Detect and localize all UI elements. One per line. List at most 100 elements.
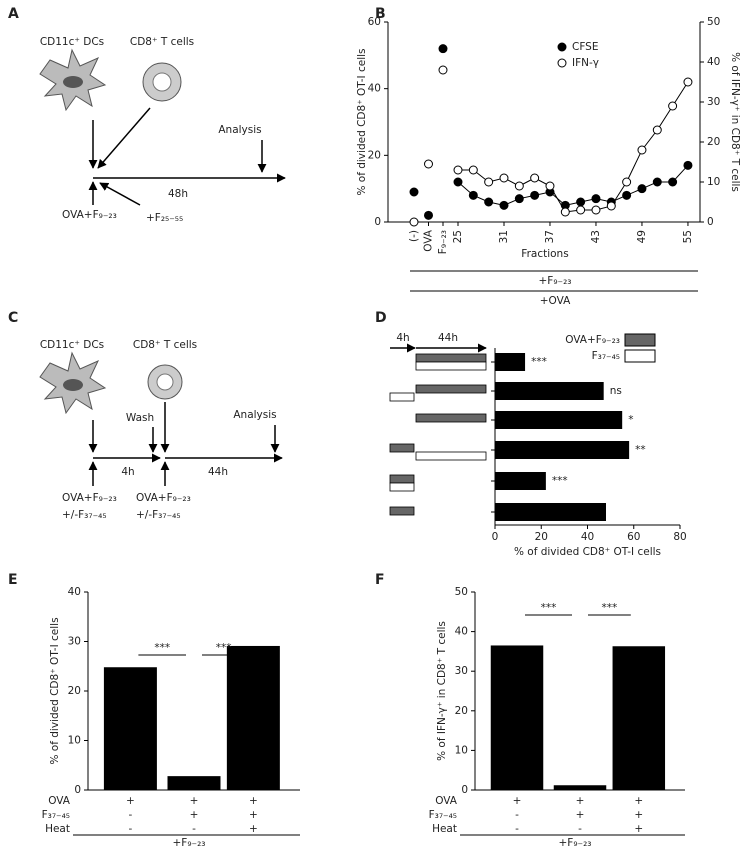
marker (668, 177, 678, 187)
time-label: 44h (438, 332, 458, 344)
marker (683, 77, 693, 87)
diagram-c: CD11c⁺ DCs CD8⁺ T cells Wash Analysis 4h… (39, 339, 283, 521)
label: OVA+F₉₋₂₃ (136, 492, 191, 504)
annotation: *** (531, 356, 547, 368)
bar (495, 503, 606, 521)
y-tick-label: 40 (455, 626, 468, 638)
dc-nucleus (63, 379, 83, 391)
tcell-nucleus (156, 373, 174, 391)
significance-label: *** (541, 602, 557, 614)
marker (545, 181, 555, 191)
significance-label: *** (602, 602, 618, 614)
marker (637, 145, 647, 155)
y-tick-label: 20 (68, 685, 81, 697)
annotation: ** (635, 444, 646, 456)
annotation: *** (552, 475, 568, 487)
y2-tick-label: 30 (707, 96, 720, 108)
x-tick-label: 0 (492, 531, 499, 543)
x-tick-label: OVA (423, 229, 435, 252)
y2-tick-label: 0 (707, 216, 714, 228)
legend-label: F₃₇₋₄₅ (592, 350, 620, 362)
condition-cell: - (515, 809, 519, 821)
annotation: * (628, 414, 633, 426)
marker (652, 125, 662, 135)
series-line (457, 164, 689, 206)
diagram-a: CD11c⁺ DCs CD8⁺ T cells Analysis 48h OVA… (39, 36, 286, 224)
legend-marker (557, 42, 567, 52)
marker (484, 197, 494, 207)
condition-cell: + (249, 795, 258, 807)
condition-label: F₃₇₋₄₅ (429, 809, 457, 821)
label: Wash (126, 412, 154, 424)
y2-tick-label: 10 (707, 176, 720, 188)
marker (453, 177, 463, 187)
y2-tick-label: 20 (707, 136, 720, 148)
bracket-label: +F₉₋₂₃ (538, 275, 571, 287)
marker (576, 205, 586, 215)
y-axis-label: % of divided CD8⁺ OT-I cells (49, 617, 61, 764)
condition-cell: + (634, 823, 643, 835)
series-line (458, 81, 689, 213)
marker (424, 159, 433, 169)
condition-cell: + (190, 809, 199, 821)
bar (226, 645, 280, 790)
x-tick-label: 55 (682, 230, 694, 243)
marker (530, 190, 540, 200)
marker (576, 197, 586, 207)
y-tick-label: 20 (455, 705, 468, 717)
label: 44h (208, 466, 228, 478)
condition-label: F₃₇₋₄₅ (42, 809, 70, 821)
bracket-label: +OVA (540, 295, 571, 307)
time-label: 4h (396, 332, 409, 344)
y-tick-label: 40 (368, 83, 381, 95)
marker (683, 160, 693, 170)
marker (499, 200, 509, 210)
y2-tick-label: 40 (707, 56, 720, 68)
marker (438, 44, 448, 54)
legend-marker (557, 58, 567, 68)
label: OVA+F₉₋₂₃ (62, 492, 117, 504)
legend-swatch (624, 333, 656, 347)
label: CD8⁺ T cells (130, 36, 194, 48)
legend-label: IFN-γ (572, 57, 599, 69)
marker (637, 184, 647, 194)
x-axis-label: % of divided CD8⁺ OT-I cells (514, 546, 661, 558)
y-tick-label: 60 (368, 16, 381, 28)
x-tick-label: 37 (544, 230, 556, 243)
panel-letter: E (8, 572, 18, 588)
label: CD11c⁺ DCs (40, 339, 104, 351)
condition-cell: + (190, 795, 199, 807)
marker (438, 65, 448, 75)
marker (622, 177, 632, 187)
marker (409, 217, 419, 227)
label: Analysis (218, 124, 261, 136)
condition-label: Heat (432, 823, 457, 835)
arrow (97, 107, 151, 169)
y-axis-label: % of divided CD8⁺ OT-I cells (356, 48, 368, 195)
x-tick-label: 60 (627, 531, 640, 543)
marker (514, 181, 524, 191)
marker (499, 173, 509, 183)
marker (409, 187, 419, 197)
bar (495, 382, 604, 400)
condition-cell: + (513, 795, 522, 807)
y2-axis-label: % of IFN-γ⁺ in CD8⁺ T cells (729, 52, 741, 192)
marker (514, 194, 524, 204)
legend-swatch (624, 349, 656, 363)
x-tick-label: 43 (590, 230, 602, 243)
marker (606, 201, 616, 211)
x-tick-label: 25 (452, 230, 464, 243)
group-label: +F₉₋₂₃ (558, 837, 591, 847)
panel-letter: B (375, 6, 386, 22)
bar (612, 646, 666, 790)
label: +/-F₃₇₋₄₅ (136, 509, 181, 521)
y2-tick-label: 50 (707, 16, 720, 28)
label: CD11c⁺ DCs (40, 36, 104, 48)
marker (468, 165, 478, 175)
y-tick-label: 30 (68, 636, 81, 648)
x-tick-label: (-) (408, 230, 420, 242)
marker (468, 190, 478, 200)
panel-letter: A (8, 6, 19, 22)
marker (424, 210, 433, 220)
